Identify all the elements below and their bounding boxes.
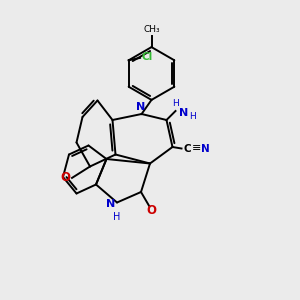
Text: O: O — [60, 171, 70, 184]
Text: H: H — [189, 112, 196, 121]
Text: N: N — [179, 108, 188, 118]
Text: H: H — [113, 212, 120, 222]
Text: N: N — [136, 102, 146, 112]
Text: C: C — [184, 143, 191, 154]
Text: CH₃: CH₃ — [143, 25, 160, 34]
Text: N: N — [106, 199, 116, 209]
Text: H: H — [172, 99, 179, 108]
Text: N: N — [201, 143, 210, 154]
Text: ≡: ≡ — [192, 143, 202, 154]
Text: O: O — [147, 204, 157, 217]
Text: Cl: Cl — [142, 52, 153, 62]
